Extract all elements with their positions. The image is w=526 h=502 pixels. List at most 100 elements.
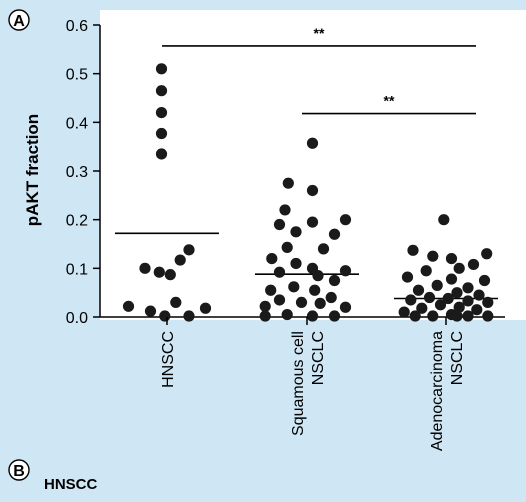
data-point xyxy=(328,310,341,322)
data-point xyxy=(306,310,319,322)
data-point xyxy=(317,243,330,255)
data-point xyxy=(273,294,286,306)
y-ticks: 0.0 0.1 0.2 0.3 0.4 0.5 0.6 xyxy=(66,18,100,327)
data-point xyxy=(183,244,195,256)
x-tick-label: Adenocarcinoma xyxy=(429,331,446,451)
data-point xyxy=(306,137,319,149)
data-point xyxy=(290,226,302,238)
data-point xyxy=(462,310,474,322)
data-point xyxy=(281,241,293,254)
data-point xyxy=(481,248,493,260)
data-point xyxy=(153,266,165,278)
data-point xyxy=(453,262,465,274)
panel-a-circle xyxy=(8,9,30,31)
x-tick-label: NSCLC xyxy=(449,331,466,385)
data-point xyxy=(266,253,278,265)
data-point xyxy=(407,244,419,256)
y-axis-title: pAKT fraction xyxy=(23,114,42,226)
data-point xyxy=(467,258,480,271)
data-point xyxy=(279,204,291,216)
data-point xyxy=(288,281,300,293)
data-point xyxy=(478,274,491,287)
data-point xyxy=(405,294,417,306)
data-point xyxy=(159,310,171,322)
x-tick-label: HNSCC xyxy=(160,331,177,388)
data-point xyxy=(431,279,443,291)
y-tick-label: 0.5 xyxy=(66,67,88,84)
data-point xyxy=(473,289,485,301)
data-point xyxy=(306,216,319,228)
data-point xyxy=(462,295,474,307)
y-tick-label: 0.6 xyxy=(66,18,88,35)
significance-label: ** xyxy=(314,25,325,41)
data-point xyxy=(122,300,135,312)
data-point xyxy=(427,310,439,322)
data-point xyxy=(451,287,463,299)
data-point xyxy=(416,302,428,314)
data-point xyxy=(482,310,494,322)
data-point xyxy=(259,310,271,322)
panel-b-letter: B xyxy=(13,463,25,480)
data-point xyxy=(281,308,293,321)
panel-a-letter: A xyxy=(13,13,25,30)
x-tick-labels: HNSCC Squamous cell NSCLC Adenocarcinoma NSC… xyxy=(160,317,466,451)
panel-a-label: A xyxy=(8,9,30,31)
data-point xyxy=(312,270,324,282)
data-point xyxy=(427,250,439,262)
x-tick-label: Squamous cell xyxy=(290,331,307,436)
data-point xyxy=(451,310,463,322)
data-point xyxy=(314,297,326,309)
data-point xyxy=(401,271,414,283)
y-tick-label: 0.2 xyxy=(66,213,88,230)
data-point xyxy=(265,284,277,296)
data-point xyxy=(155,148,168,160)
data-point xyxy=(339,265,352,277)
data-point xyxy=(445,253,458,265)
data-point xyxy=(339,214,352,226)
y-tick-label: 0.3 xyxy=(66,164,88,181)
data-point xyxy=(412,284,425,296)
data-point xyxy=(306,184,319,197)
data-point xyxy=(183,310,195,322)
significance-annotations: ** ** xyxy=(162,25,476,115)
data-point xyxy=(174,254,186,266)
data-point xyxy=(325,291,337,304)
data-point xyxy=(339,301,352,313)
data-point xyxy=(423,291,436,304)
data-point xyxy=(155,85,168,97)
data-point xyxy=(309,284,321,296)
x-tick-label: NSCLC xyxy=(310,331,327,385)
data-point xyxy=(328,228,341,240)
data-point xyxy=(155,63,168,75)
panel-b-circle xyxy=(8,459,30,481)
data-point xyxy=(453,301,465,313)
data-point xyxy=(434,299,447,311)
panel-b-label: B xyxy=(8,459,30,481)
y-tick-label: 0.0 xyxy=(66,310,88,327)
data-point xyxy=(170,296,182,308)
data-point xyxy=(442,292,454,305)
data-point xyxy=(398,306,410,318)
data-point xyxy=(290,257,302,270)
data-points xyxy=(122,63,494,322)
data-point xyxy=(139,262,151,274)
data-point xyxy=(471,304,483,316)
y-tick-label: 0.1 xyxy=(66,261,88,278)
data-point xyxy=(273,266,286,278)
data-point xyxy=(164,269,176,281)
data-point xyxy=(445,273,458,285)
data-point xyxy=(282,177,294,189)
data-point xyxy=(155,107,168,119)
data-point xyxy=(259,300,271,312)
data-point xyxy=(328,274,341,287)
data-point xyxy=(155,127,168,140)
data-point xyxy=(199,302,212,314)
significance-label: ** xyxy=(384,93,395,109)
data-point xyxy=(144,305,157,317)
panel-b-title: HNSCC xyxy=(44,476,98,493)
data-point xyxy=(462,282,474,294)
data-point xyxy=(438,214,450,226)
y-tick-label: 0.4 xyxy=(66,115,88,132)
